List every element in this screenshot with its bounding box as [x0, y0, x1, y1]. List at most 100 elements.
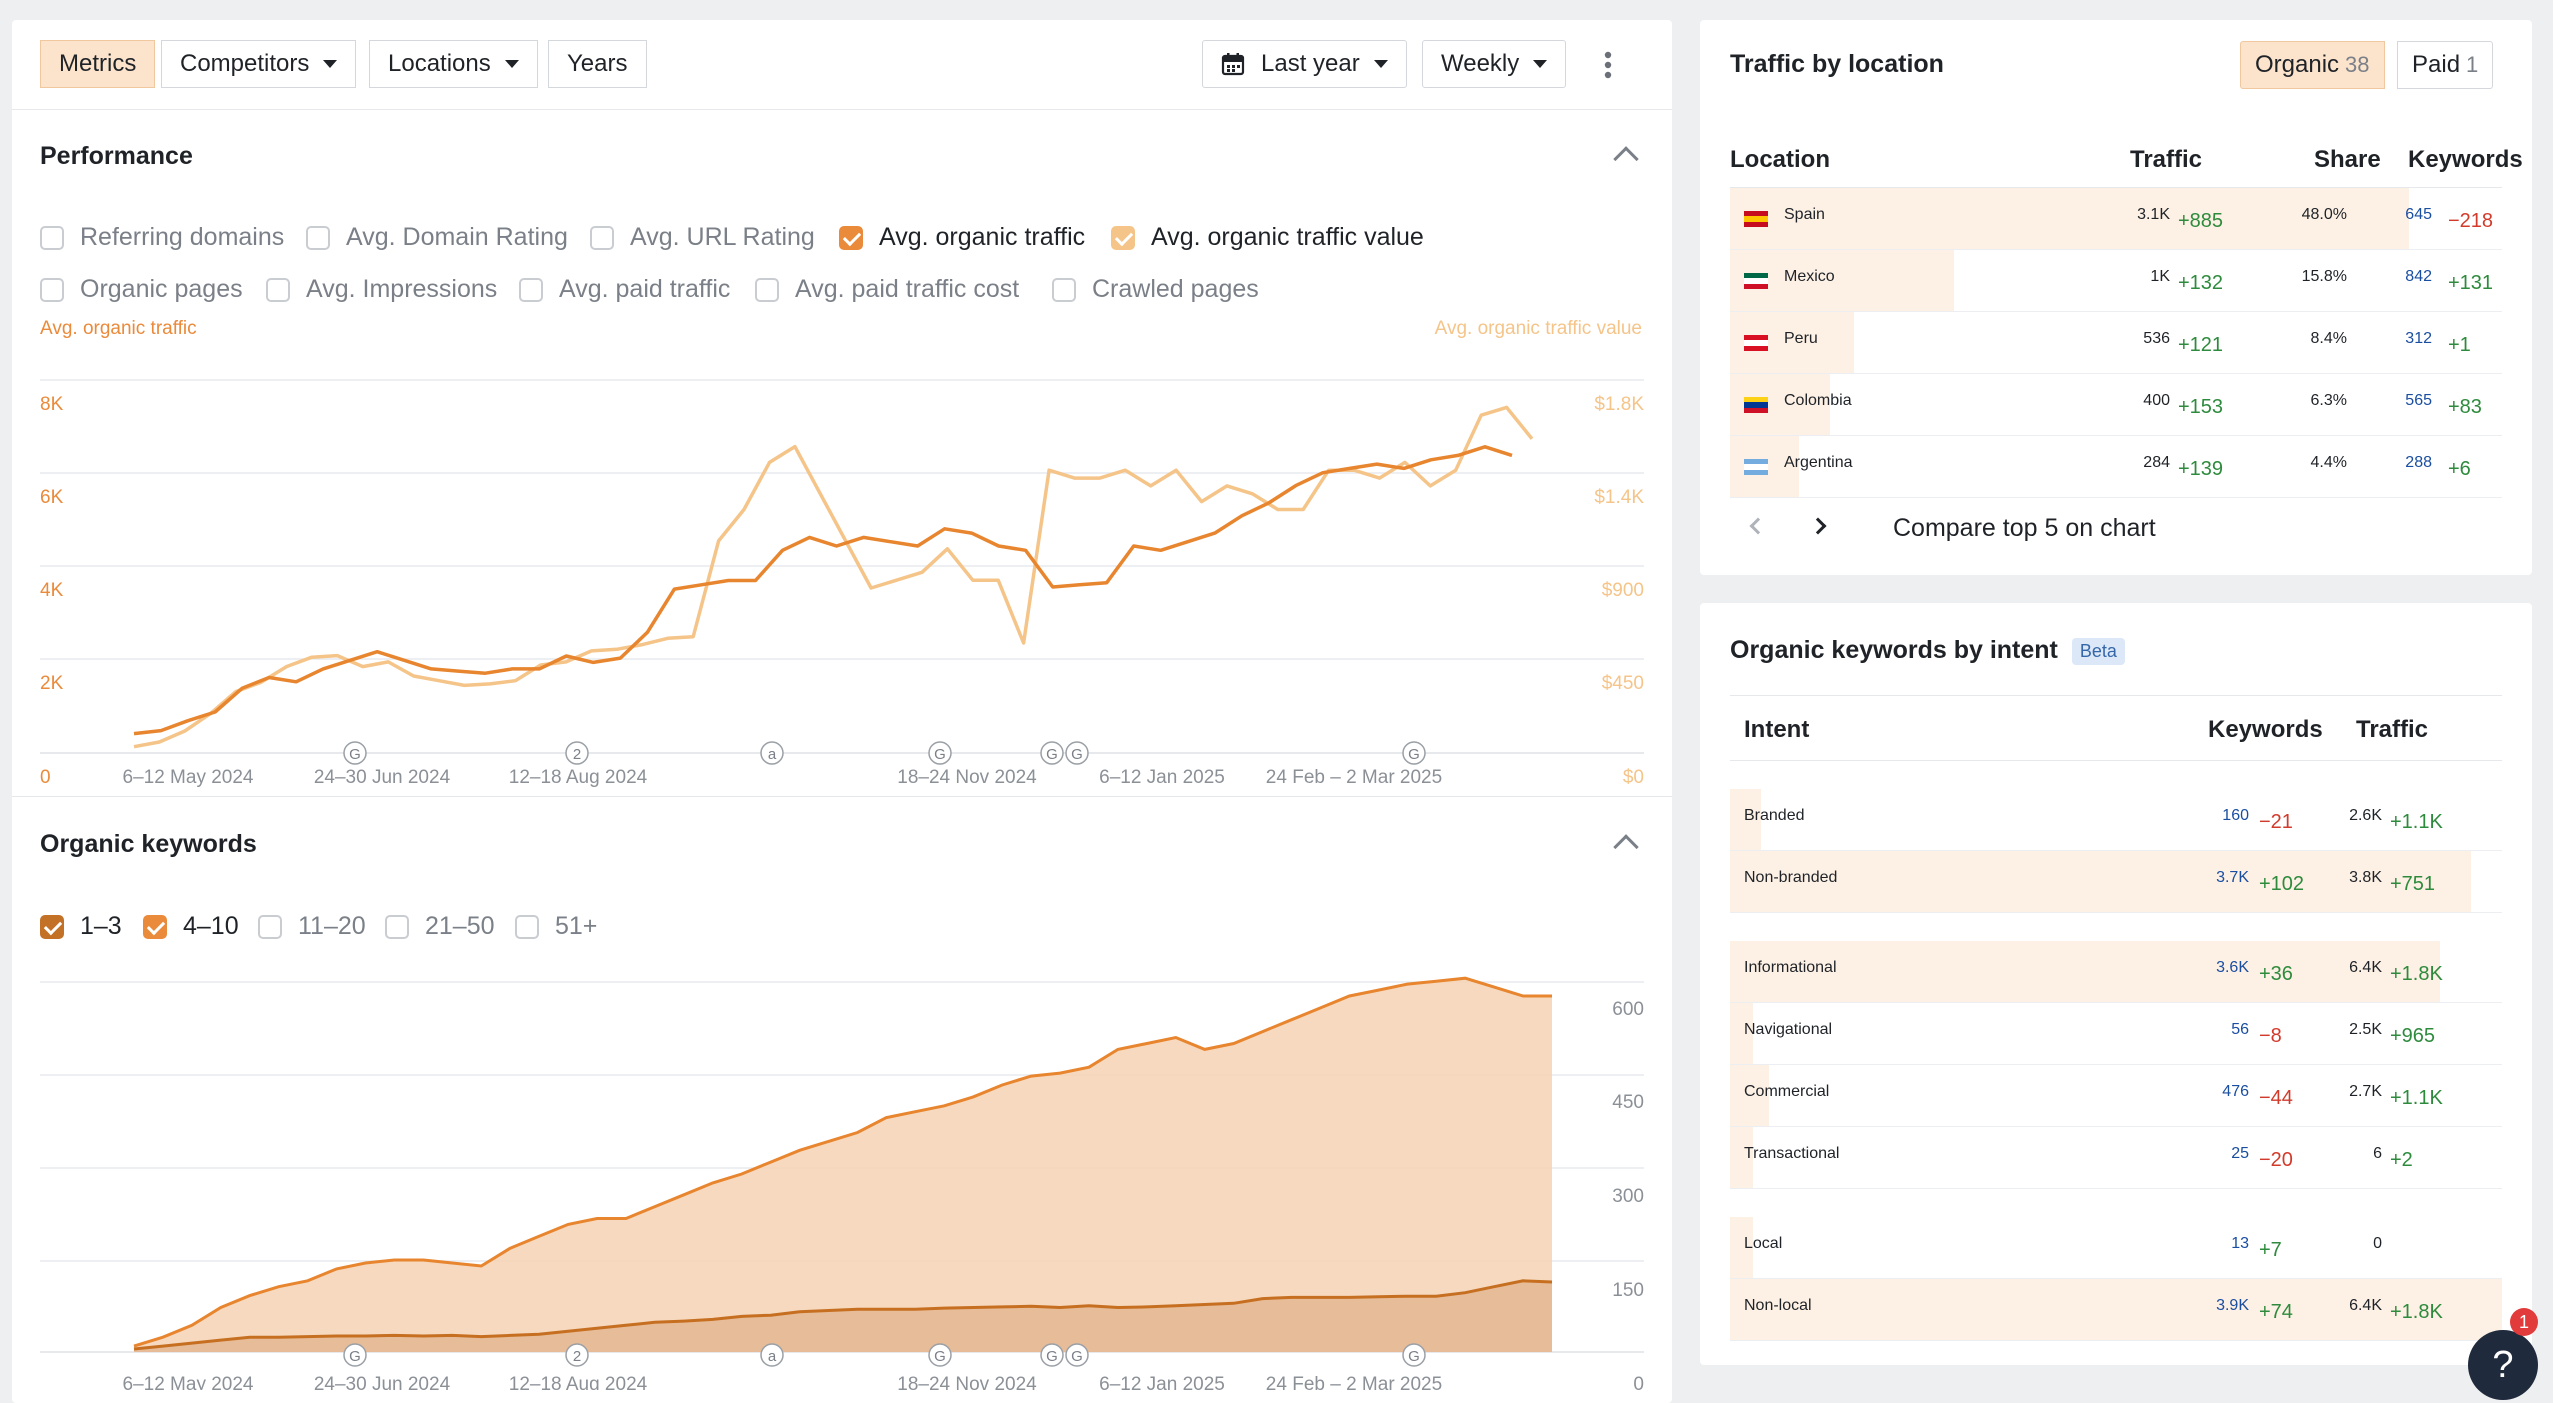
- keywords-value[interactable]: 842: [2405, 268, 2432, 285]
- checkbox-referring-domains[interactable]: Referring domains: [40, 223, 284, 252]
- checkbox-organic-pages[interactable]: Organic pages: [40, 275, 243, 304]
- keywords-value[interactable]: 160: [2222, 807, 2249, 824]
- annotation-marker[interactable]: a: [760, 741, 784, 765]
- next-page-icon[interactable]: [1809, 517, 1827, 535]
- intent-row[interactable]: Local 13 +7 0: [1730, 1217, 2502, 1279]
- date-range-select[interactable]: Last year: [1202, 40, 1407, 88]
- location-row[interactable]: Peru 536 +121 8.4% 312 +1: [1730, 312, 2502, 374]
- keywords-value[interactable]: 56: [2231, 1021, 2249, 1038]
- checkbox-box[interactable]: [40, 225, 64, 250]
- keywords-value[interactable]: 3.9K: [2216, 1297, 2249, 1314]
- tab-metrics[interactable]: Metrics: [40, 40, 156, 88]
- annotation-marker[interactable]: G: [1402, 741, 1426, 765]
- keywords-value[interactable]: 645: [2405, 206, 2432, 223]
- annotation-marker[interactable]: 2: [565, 1343, 589, 1367]
- checkbox-avg-url-rating[interactable]: Avg. URL Rating: [590, 223, 815, 252]
- intent-row[interactable]: Informational 3.6K +36 6.4K +1.8K: [1730, 941, 2502, 1003]
- collapse-performance-icon[interactable]: [1613, 146, 1639, 172]
- checkbox-box[interactable]: [590, 225, 614, 250]
- checkbox-box[interactable]: [266, 277, 290, 302]
- checkbox-box[interactable]: [40, 914, 64, 939]
- checkbox-21-50[interactable]: 21–50: [385, 912, 495, 941]
- checkbox-avg-organic-traffic[interactable]: Avg. organic traffic: [839, 223, 1085, 252]
- location-row[interactable]: Colombia 400 +153 6.3% 565 +83: [1730, 374, 2502, 436]
- location-row[interactable]: Mexico 1K +132 15.8% 842 +131: [1730, 250, 2502, 312]
- checkbox-box[interactable]: [1052, 277, 1076, 302]
- intent-row[interactable]: Branded 160 −21 2.6K +1.1K: [1730, 789, 2502, 851]
- country-name[interactable]: Spain: [1784, 206, 1825, 223]
- country-name[interactable]: Peru: [1784, 330, 1818, 347]
- keywords-value[interactable]: 288: [2405, 454, 2432, 471]
- keywords-value[interactable]: 13: [2231, 1235, 2249, 1252]
- checkbox-avg-impressions[interactable]: Avg. Impressions: [266, 275, 497, 304]
- y-tick-label: 300: [1612, 1186, 1644, 1207]
- collapse-organic-keywords-icon[interactable]: [1613, 834, 1639, 860]
- annotation-marker[interactable]: G: [1040, 741, 1064, 765]
- intent-row[interactable]: Non-local 3.9K +74 6.4K +1.8K: [1730, 1279, 2502, 1341]
- keywords-value[interactable]: 565: [2405, 392, 2432, 409]
- keywords-value[interactable]: 25: [2231, 1145, 2249, 1162]
- checkbox-51-[interactable]: 51+: [515, 912, 597, 941]
- checkbox-box[interactable]: [1111, 225, 1135, 250]
- location-row[interactable]: Argentina 284 +139 4.4% 288 +6: [1730, 436, 2502, 498]
- checkbox-11-20[interactable]: 11–20: [258, 912, 366, 941]
- keywords-delta: +7: [2259, 1239, 2282, 1261]
- checkbox-box[interactable]: [258, 914, 282, 939]
- annotation-marker[interactable]: a: [760, 1343, 784, 1367]
- checkbox-box[interactable]: [519, 277, 543, 302]
- tab-competitors[interactable]: Competitors: [161, 40, 357, 88]
- intent-row[interactable]: Transactional 25 −20 6 +2: [1730, 1127, 2502, 1189]
- svg-text:G: G: [1408, 746, 1420, 763]
- annotation-marker[interactable]: 2: [565, 741, 589, 765]
- keywords-value[interactable]: 476: [2222, 1083, 2249, 1100]
- annotation-marker[interactable]: G: [343, 741, 367, 765]
- annotation-marker[interactable]: G: [1065, 741, 1089, 765]
- checkbox-4-10[interactable]: 4–10: [143, 912, 239, 941]
- traffic-by-location-panel: Traffic by location Organic 38 Paid 1 Loca…: [1700, 20, 2532, 575]
- annotation-marker[interactable]: G: [1040, 1343, 1064, 1367]
- checkbox-box[interactable]: [839, 225, 863, 250]
- intent-row[interactable]: Non-branded 3.7K +102 3.8K +751: [1730, 851, 2502, 913]
- keywords-delta: +1: [2448, 334, 2471, 356]
- checkbox-box[interactable]: [143, 914, 167, 939]
- keywords-value[interactable]: 312: [2405, 330, 2432, 347]
- tab-locations[interactable]: Locations: [369, 40, 538, 88]
- more-options-icon[interactable]: [1602, 50, 1614, 80]
- country-name[interactable]: Colombia: [1784, 392, 1852, 409]
- location-row[interactable]: Spain 3.1K +885 48.0% 645 −218: [1730, 188, 2502, 250]
- annotation-marker[interactable]: G: [1402, 1343, 1426, 1367]
- checkbox-box[interactable]: [385, 914, 409, 939]
- annotation-marker[interactable]: G: [928, 1343, 952, 1367]
- organic-toggle[interactable]: Organic 38: [2240, 41, 2385, 89]
- checkbox-box[interactable]: [755, 277, 779, 302]
- keywords-value[interactable]: 3.6K: [2216, 959, 2249, 976]
- checkbox-avg-paid-traffic[interactable]: Avg. paid traffic: [519, 275, 730, 304]
- checkbox-crawled-pages[interactable]: Crawled pages: [1052, 275, 1259, 304]
- annotation-marker[interactable]: G: [343, 1343, 367, 1367]
- compare-top5-link[interactable]: Compare top 5 on chart: [1893, 514, 2156, 542]
- paid-toggle[interactable]: Paid 1: [2397, 41, 2494, 89]
- svg-text:G: G: [349, 1348, 361, 1365]
- country-name[interactable]: Argentina: [1784, 454, 1853, 471]
- checkbox-avg-organic-traffic-value[interactable]: Avg. organic traffic value: [1111, 223, 1424, 252]
- y-right-tick-label: $1.8K: [1594, 394, 1644, 415]
- checkbox-avg-domain-rating[interactable]: Avg. Domain Rating: [306, 223, 568, 252]
- intent-row[interactable]: Commercial 476 −44 2.7K +1.1K: [1730, 1065, 2502, 1127]
- checkbox-1-3[interactable]: 1–3: [40, 912, 122, 941]
- intent-row[interactable]: Navigational 56 −8 2.5K +965: [1730, 1003, 2502, 1065]
- annotation-marker[interactable]: G: [1065, 1343, 1089, 1367]
- help-button[interactable]: ?: [2468, 1330, 2538, 1400]
- traffic-delta: +132: [2178, 272, 2224, 294]
- prev-page-icon[interactable]: [1749, 517, 1767, 535]
- traffic-value: 536: [2143, 330, 2170, 347]
- country-name[interactable]: Mexico: [1784, 268, 1835, 285]
- interval-select[interactable]: Weekly: [1422, 40, 1567, 88]
- svg-text:G: G: [1071, 1348, 1083, 1365]
- keywords-value[interactable]: 3.7K: [2216, 869, 2249, 886]
- tab-years[interactable]: Years: [548, 40, 647, 88]
- checkbox-box[interactable]: [515, 914, 539, 939]
- checkbox-avg-paid-traffic-cost[interactable]: Avg. paid traffic cost: [755, 275, 1019, 304]
- checkbox-box[interactable]: [40, 277, 64, 302]
- annotation-marker[interactable]: G: [928, 741, 952, 765]
- checkbox-box[interactable]: [306, 225, 330, 250]
